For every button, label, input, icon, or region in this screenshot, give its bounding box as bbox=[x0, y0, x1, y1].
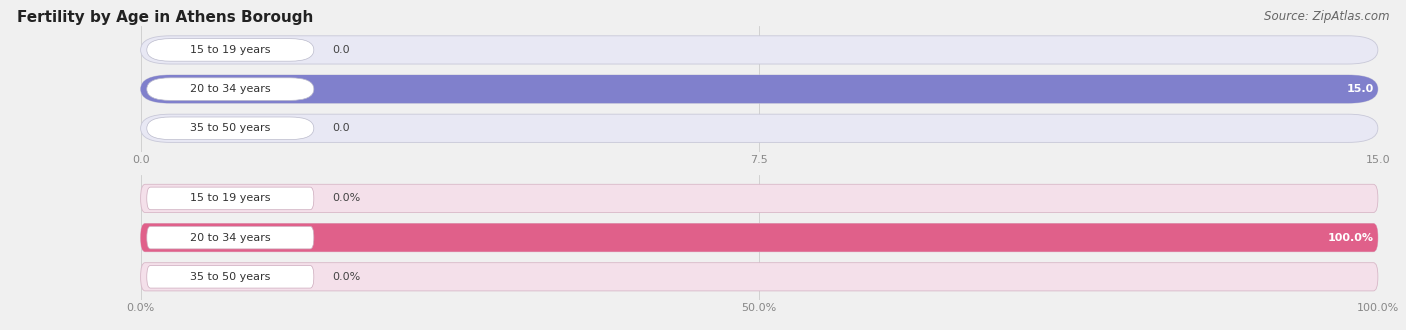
FancyBboxPatch shape bbox=[146, 117, 314, 140]
Text: 0.0%: 0.0% bbox=[332, 193, 360, 203]
FancyBboxPatch shape bbox=[141, 114, 1378, 143]
Text: 15 to 19 years: 15 to 19 years bbox=[190, 45, 270, 55]
FancyBboxPatch shape bbox=[146, 39, 314, 61]
FancyBboxPatch shape bbox=[146, 78, 314, 100]
FancyBboxPatch shape bbox=[141, 263, 1378, 291]
FancyBboxPatch shape bbox=[141, 223, 1378, 252]
Text: Fertility by Age in Athens Borough: Fertility by Age in Athens Borough bbox=[17, 10, 314, 25]
Text: 35 to 50 years: 35 to 50 years bbox=[190, 123, 270, 133]
FancyBboxPatch shape bbox=[141, 36, 1378, 64]
Text: 15.0: 15.0 bbox=[1347, 84, 1374, 94]
FancyBboxPatch shape bbox=[146, 187, 314, 210]
FancyBboxPatch shape bbox=[141, 75, 1378, 103]
Text: 0.0%: 0.0% bbox=[332, 272, 360, 282]
FancyBboxPatch shape bbox=[141, 184, 1378, 213]
Text: 20 to 34 years: 20 to 34 years bbox=[190, 233, 270, 243]
Text: 35 to 50 years: 35 to 50 years bbox=[190, 272, 270, 282]
FancyBboxPatch shape bbox=[146, 266, 314, 288]
Text: 100.0%: 100.0% bbox=[1329, 233, 1374, 243]
FancyBboxPatch shape bbox=[141, 223, 1378, 252]
Text: 15 to 19 years: 15 to 19 years bbox=[190, 193, 270, 203]
Text: 0.0: 0.0 bbox=[332, 123, 350, 133]
Text: Source: ZipAtlas.com: Source: ZipAtlas.com bbox=[1264, 10, 1389, 23]
FancyBboxPatch shape bbox=[146, 226, 314, 249]
Text: 0.0: 0.0 bbox=[332, 45, 350, 55]
FancyBboxPatch shape bbox=[141, 75, 1378, 103]
Text: 20 to 34 years: 20 to 34 years bbox=[190, 84, 270, 94]
